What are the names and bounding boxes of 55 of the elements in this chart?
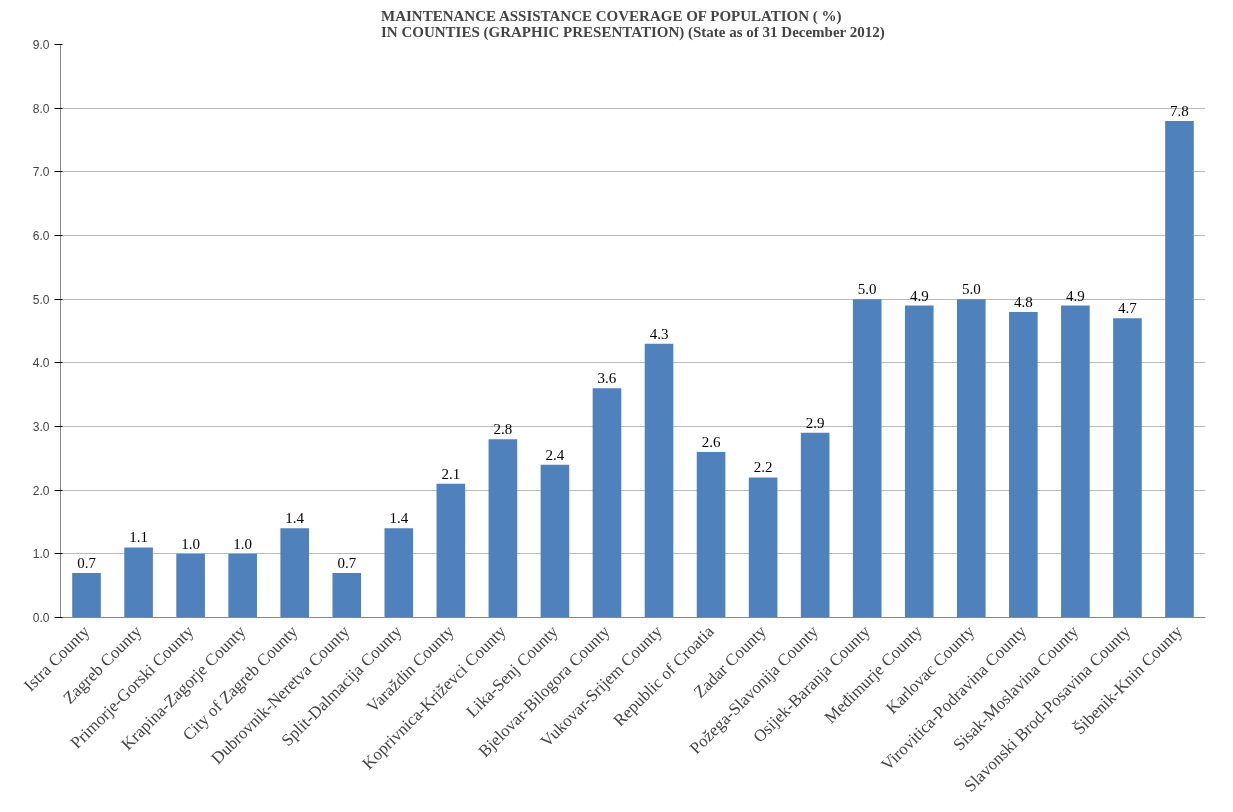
y-tick-label: 1.0: [32, 547, 50, 562]
bar: [540, 464, 570, 618]
bar: [384, 528, 414, 618]
data-label: 7.8: [1170, 102, 1189, 119]
bar: [332, 572, 362, 618]
bar: [228, 553, 257, 618]
bar: [1009, 311, 1038, 618]
bar: [800, 432, 830, 618]
bar: [696, 451, 726, 618]
y-tick-label: 6.0: [32, 229, 50, 243]
y-tick-label: 5.0: [32, 292, 50, 307]
data-label: 1.4: [285, 510, 305, 527]
bar: [124, 547, 153, 618]
data-label: 2.8: [493, 421, 513, 438]
data-label: 4.9: [1066, 287, 1085, 304]
y-tick-label: 9.0: [32, 38, 50, 52]
data-label: 2.1: [441, 465, 461, 482]
bar: [1113, 318, 1142, 618]
data-label: 4.9: [909, 287, 929, 304]
data-label: 2.4: [545, 446, 565, 463]
y-tick-label: 4.0: [32, 356, 50, 371]
data-label: 3.6: [597, 370, 617, 387]
bar: [748, 477, 778, 618]
data-label: 2.6: [701, 433, 721, 450]
data-label: 1.0: [181, 535, 200, 552]
y-tick-label: 7.0: [32, 165, 50, 180]
bar: [1165, 120, 1194, 618]
y-tick-label: 3.0: [32, 420, 50, 434]
y-tick-label: 2.0: [32, 483, 50, 498]
data-label: 4.7: [1118, 300, 1138, 317]
chart-title: MAINTENANCE ASSISTANCE COVERAGE OF POPULATION ( %) IN COUNTIES (GRAPHIC PRESENTATION) (State as of 31 December 2012): [381, 7, 885, 41]
bar: [72, 572, 101, 618]
data-label: 0.7: [77, 554, 97, 571]
data-label: 5.0: [857, 281, 877, 298]
bar: [852, 299, 882, 618]
bar: [956, 299, 986, 618]
data-label: 4.3: [649, 325, 669, 342]
bar: [436, 483, 466, 618]
bar: [592, 388, 622, 618]
y-tick-label: 8.0: [32, 101, 50, 116]
bar: [176, 553, 205, 618]
data-label: 1.1: [129, 529, 148, 546]
bar: [280, 528, 310, 618]
data-label: 1.4: [389, 510, 409, 527]
data-label: 4.8: [1013, 293, 1033, 310]
data-label: 0.7: [337, 554, 357, 571]
data-label: 1.0: [233, 535, 253, 552]
y-tick-label: 0.0: [32, 611, 50, 625]
bar: [644, 343, 674, 618]
bar: [904, 305, 934, 618]
data-label: 2.9: [805, 414, 825, 431]
bar: [488, 439, 518, 618]
bar: [1061, 305, 1090, 618]
data-label: 2.2: [753, 459, 773, 476]
data-label: 5.0: [961, 281, 981, 298]
